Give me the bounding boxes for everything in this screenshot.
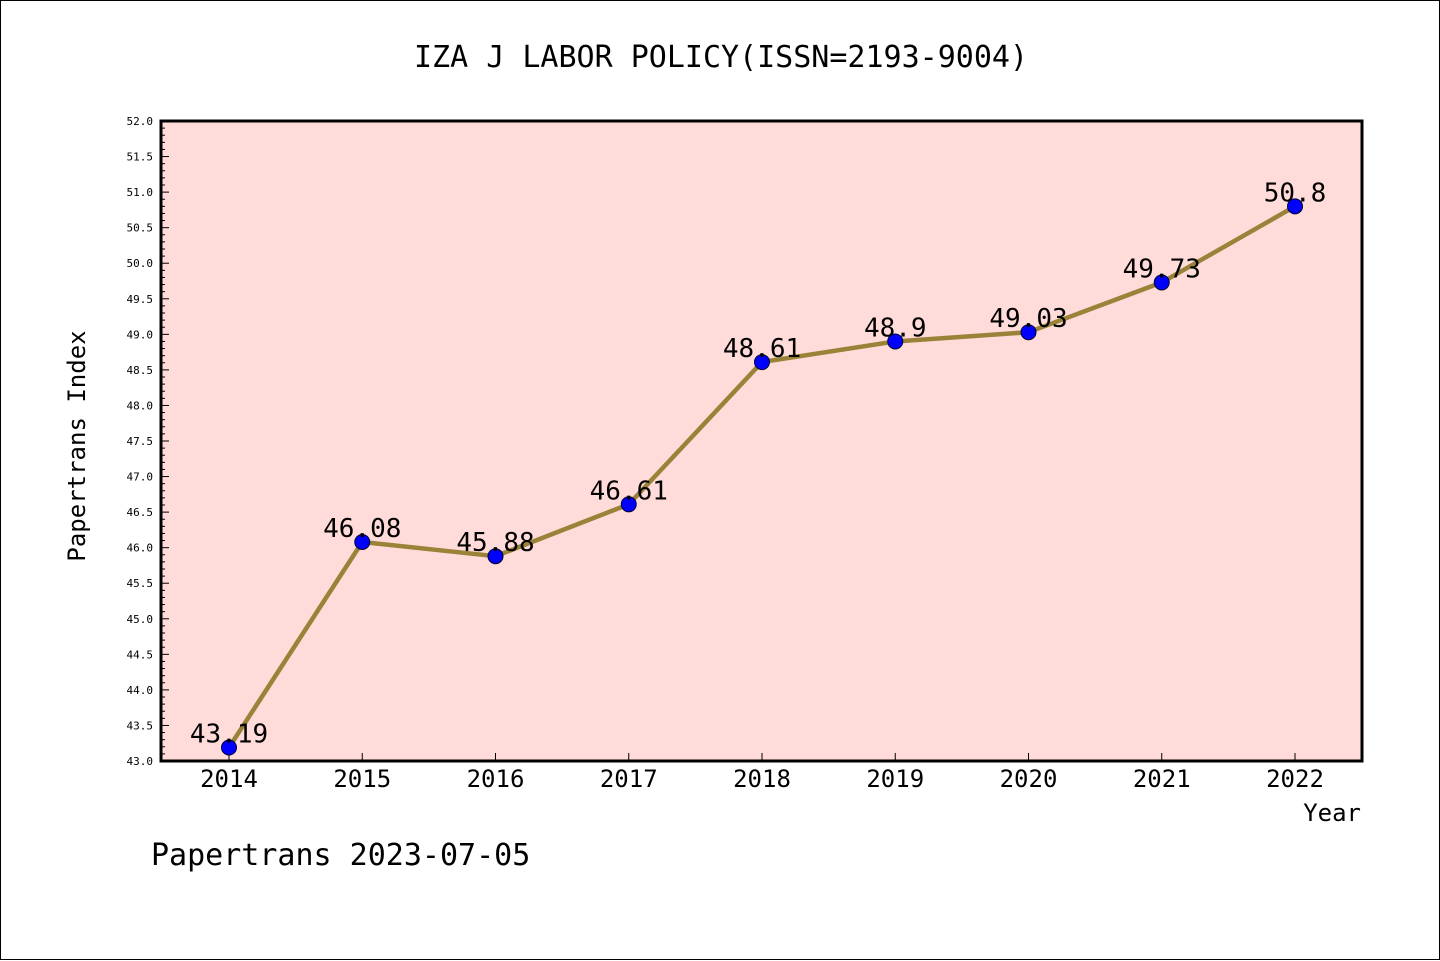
- y-tick-label: 46.0: [127, 542, 154, 555]
- x-tick-label: 2020: [1000, 765, 1058, 793]
- data-label: 46.61: [590, 476, 668, 506]
- x-tick-label: 2018: [733, 765, 791, 793]
- y-axis: 43.0 43.5 44.0 44.5 45.0 45.5 46.0 46.5 47.0 47.5…: [127, 115, 169, 768]
- y-tick-label: 52.0: [127, 115, 154, 128]
- data-points: [221, 198, 1303, 756]
- x-axis-label: Year: [1303, 799, 1361, 827]
- data-point: [1287, 198, 1303, 215]
- y-tick-label: 50.5: [127, 222, 154, 235]
- data-label: 48.9: [864, 313, 927, 343]
- data-label: 43.19: [190, 719, 268, 749]
- y-tick-label: 48.5: [127, 364, 154, 377]
- y-tick-label: 47.5: [127, 435, 154, 448]
- data-label: 48.61: [723, 334, 801, 364]
- data-point: [354, 533, 371, 550]
- x-tick-label: 2014: [200, 765, 258, 793]
- y-tick-label: 51.0: [127, 186, 154, 199]
- data-point: [487, 548, 504, 565]
- y-tick-label: 46.5: [127, 506, 154, 519]
- data-point: [754, 354, 770, 371]
- data-label: 46.08: [323, 514, 401, 544]
- plot-area: [159, 119, 1364, 763]
- y-tick-label: 45.0: [127, 613, 154, 626]
- chart-title: IZA J LABOR POLICY(ISSN=2193-9004): [414, 40, 1028, 75]
- data-point: [221, 739, 237, 756]
- y-tick-label: 48.0: [127, 399, 154, 412]
- y-tick-label: 45.5: [127, 577, 154, 590]
- y-tick-label: 43.5: [127, 719, 154, 732]
- y-tick-label: 49.0: [127, 328, 154, 341]
- data-label: 45.88: [456, 528, 534, 558]
- data-labels: 43.19 46.08 45.88 46.61 48.61 48.9 49.03 49.73 5…: [190, 178, 1326, 749]
- y-tick-label: 50.0: [127, 257, 154, 270]
- data-point: [1153, 274, 1170, 291]
- x-tick-label: 2019: [866, 765, 924, 793]
- y-tick-label: 51.5: [127, 151, 154, 164]
- data-point: [887, 333, 904, 350]
- x-axis: 2014 2015 2016 2017 2018 2019 2020 2021 2022: [200, 753, 1324, 793]
- x-tick-label: 2021: [1133, 765, 1191, 793]
- data-label: 49.03: [989, 304, 1067, 334]
- x-tick-label: 2016: [467, 765, 525, 793]
- x-tick-label: 2017: [600, 765, 658, 793]
- data-label: 49.73: [1123, 254, 1201, 284]
- y-axis-label: Papertrans Index: [63, 330, 91, 561]
- y-tick-label: 44.0: [127, 684, 154, 697]
- data-point: [1020, 324, 1037, 341]
- y-tick-label: 47.0: [127, 471, 154, 484]
- y-tick-label: 49.5: [127, 293, 154, 306]
- data-label: 50.8: [1264, 178, 1327, 208]
- y-tick-label: 43.0: [127, 755, 154, 768]
- data-point: [620, 496, 637, 513]
- y-tick-label: 44.5: [127, 648, 154, 661]
- footer-text: Papertrans 2023-07-05: [151, 838, 530, 873]
- x-tick-label: 2022: [1266, 765, 1324, 793]
- x-tick-label: 2015: [333, 765, 391, 793]
